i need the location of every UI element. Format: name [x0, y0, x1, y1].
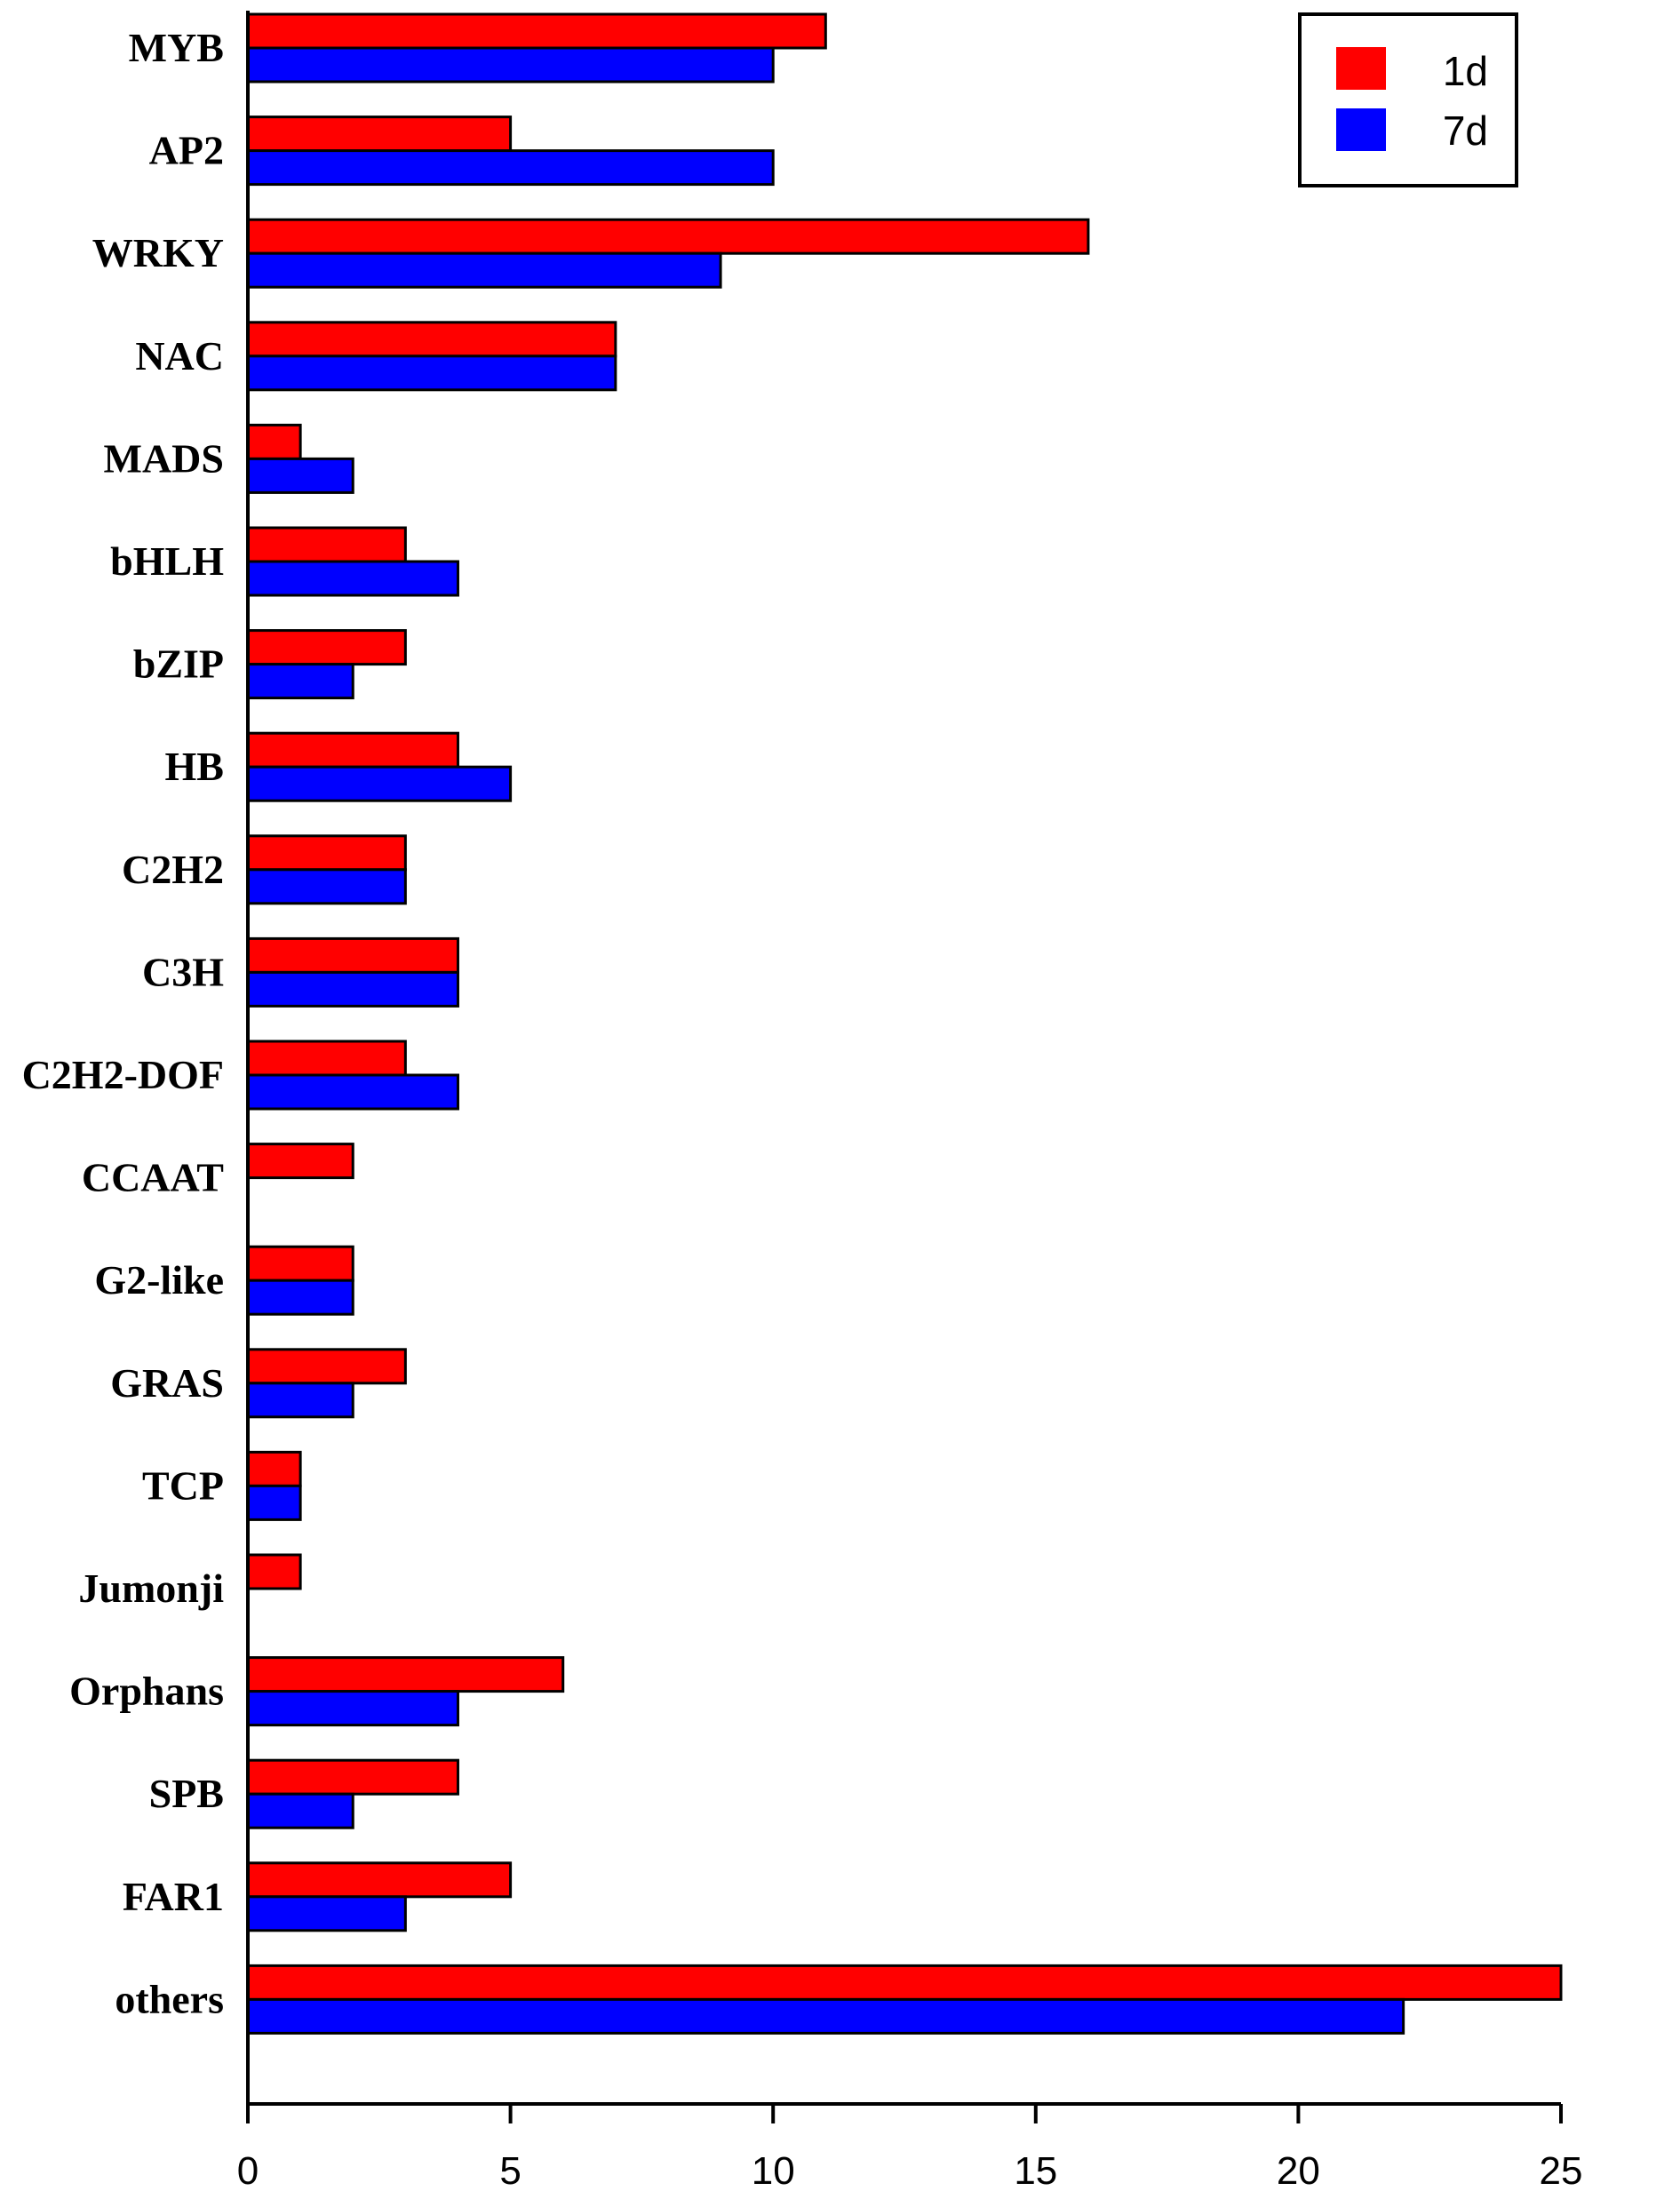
bar-NAC-1d	[246, 321, 617, 358]
x-tick-label-25: 25	[1540, 2149, 1583, 2193]
category-label-SPB: SPB	[149, 1771, 224, 1816]
bar-AP2-7d	[246, 149, 775, 187]
bar-Jumonji-1d	[246, 1553, 302, 1590]
category-label-AP2: AP2	[149, 128, 224, 173]
bar-C2H2-7d	[246, 868, 407, 905]
category-label-TCP: TCP	[142, 1462, 224, 1508]
bar-HB-7d	[246, 765, 513, 802]
bar-TCP-1d	[246, 1450, 302, 1487]
bar-FAR1-1d	[246, 1861, 513, 1899]
bar-GRAS-7d	[246, 1382, 354, 1419]
bar-bZIP-7d	[246, 663, 354, 700]
x-tick-label-0: 0	[237, 2149, 259, 2193]
x-tick-label-10: 10	[752, 2149, 795, 2193]
bar-G2-like-1d	[246, 1245, 354, 1282]
bar-GRAS-1d	[246, 1348, 407, 1385]
bar-Orphans-7d	[246, 1690, 459, 1727]
category-label-Orphans: Orphans	[69, 1669, 224, 1714]
bar-MADS-7d	[246, 457, 354, 494]
bar-WRKY-7d	[246, 251, 722, 289]
category-label-others: others	[115, 1976, 224, 2021]
bar-others-1d	[246, 1964, 1563, 2001]
legend-box	[1298, 12, 1518, 187]
bar-C2H2-DOF-7d	[246, 1073, 459, 1111]
bar-bHLH-1d	[246, 526, 407, 563]
x-axis-ticks: 0 5 10 15 20 25	[237, 2104, 1583, 2193]
bar-bZIP-1d	[246, 629, 407, 666]
bar-CCAAT-1d	[246, 1143, 354, 1180]
legend-label-1d: 1d	[1443, 48, 1488, 94]
bar-C3H-7d	[246, 970, 459, 1008]
bar-MYB-1d	[246, 12, 827, 50]
bar-MADS-1d	[246, 423, 302, 460]
bar-HB-1d	[246, 731, 459, 769]
legend-label-7d: 7d	[1443, 108, 1488, 154]
bar-G2-like-7d	[246, 1279, 354, 1316]
bar-WRKY-1d	[246, 218, 1090, 255]
category-labels: MYB AP2 WRKY NAC MADS bHLH bZIP HB C2H2 C3H C2H2-D…	[22, 25, 225, 2021]
category-label-MYB: MYB	[129, 25, 224, 70]
bar-C3H-1d	[246, 936, 459, 974]
x-tick-label-20: 20	[1277, 2149, 1320, 2193]
bar-bHLH-7d	[246, 560, 459, 597]
category-label-Jumonji: Jumonji	[78, 1566, 224, 1611]
bar-C2H2-DOF-1d	[246, 1040, 407, 1077]
category-label-NAC: NAC	[135, 333, 224, 378]
bar-Orphans-1d	[246, 1656, 565, 1693]
x-tick-label-15: 15	[1014, 2149, 1057, 2193]
category-label-MADS: MADS	[104, 435, 224, 481]
category-label-bHLH: bHLH	[110, 538, 224, 584]
category-label-bZIP: bZIP	[133, 641, 224, 687]
bar-MYB-7d	[246, 46, 775, 84]
bar-others-7d	[246, 1997, 1405, 2035]
legend-swatch-7d	[1336, 108, 1386, 151]
x-tick-label-5: 5	[499, 2149, 521, 2193]
bars-group	[246, 12, 1563, 2035]
bar-FAR1-7d	[246, 1895, 407, 1932]
legend: 1d 7d	[1298, 12, 1518, 187]
bar-AP2-1d	[246, 116, 513, 153]
bar-SPB-7d	[246, 1792, 354, 1829]
bar-TCP-7d	[246, 1484, 302, 1521]
category-label-C2H2-DOF: C2H2-DOF	[22, 1052, 224, 1097]
legend-swatch-1d	[1336, 47, 1386, 90]
category-label-C3H: C3H	[142, 949, 224, 994]
category-label-GRAS: GRAS	[110, 1360, 224, 1406]
bar-SPB-1d	[246, 1758, 459, 1796]
category-label-G2-like: G2-like	[94, 1257, 224, 1303]
category-label-FAR1: FAR1	[123, 1874, 224, 1919]
bar-NAC-7d	[246, 355, 617, 392]
category-label-C2H2: C2H2	[122, 847, 224, 892]
category-label-CCAAT: CCAAT	[82, 1155, 224, 1200]
bar-C2H2-1d	[246, 834, 407, 872]
category-label-WRKY: WRKY	[92, 230, 224, 275]
category-label-HB: HB	[165, 744, 224, 789]
